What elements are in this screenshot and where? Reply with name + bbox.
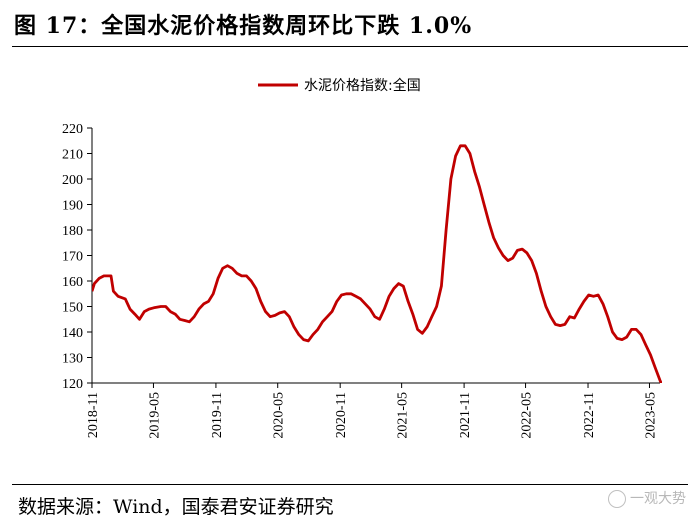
- x-tick-label: 2023-05: [643, 392, 658, 439]
- watermark: 一观大势: [608, 488, 686, 508]
- y-tick-label: 180: [62, 224, 83, 239]
- y-tick-label: 210: [62, 148, 83, 163]
- x-axis: 2018-11 2019-05 2019-11 2020-05 2020-11 2021-…: [86, 382, 660, 439]
- legend-label: 水泥价格指数:全国: [304, 77, 421, 94]
- y-tick-label: 220: [62, 122, 83, 137]
- y-tick-label: 140: [62, 326, 83, 341]
- y-tick-label: 160: [62, 275, 83, 290]
- x-tick-label: 2021-11: [458, 392, 473, 438]
- y-tick-label: 170: [62, 250, 83, 265]
- x-tick-label: 2022-11: [582, 392, 597, 438]
- x-tick-label: 2018-11: [86, 392, 101, 438]
- watermark-text: 一观大势: [630, 491, 686, 507]
- x-tick-label: 2019-11: [210, 392, 225, 438]
- x-tick-label: 2019-05: [147, 392, 162, 439]
- x-tick-label: 2020-05: [272, 392, 287, 439]
- y-tick-label: 120: [62, 377, 83, 392]
- plot-area: [92, 144, 662, 383]
- y-tick-label: 200: [62, 173, 83, 188]
- y-tick-label: 130: [62, 352, 83, 367]
- source-rule: [12, 484, 688, 485]
- x-tick-label: 2020-11: [334, 392, 349, 438]
- x-tick-label: 2021-05: [396, 392, 411, 439]
- figure-title: 图 17：全国水泥价格指数周环比下跌 1.0%: [14, 13, 473, 39]
- x-tick-label: 2022-05: [520, 392, 535, 439]
- y-tick-label: 190: [62, 199, 83, 214]
- watermark-logo-icon: [608, 490, 626, 508]
- source-note: 数据来源：Wind，国泰君安证券研究: [18, 496, 334, 518]
- series-line: [92, 144, 662, 383]
- chart-legend: 水泥价格指数:全国: [258, 77, 421, 94]
- y-tick-label: 150: [62, 301, 83, 316]
- title-rule: [12, 46, 688, 47]
- y-axis: 120 130 140 150 160 170 180 190 200 210 220: [62, 122, 93, 392]
